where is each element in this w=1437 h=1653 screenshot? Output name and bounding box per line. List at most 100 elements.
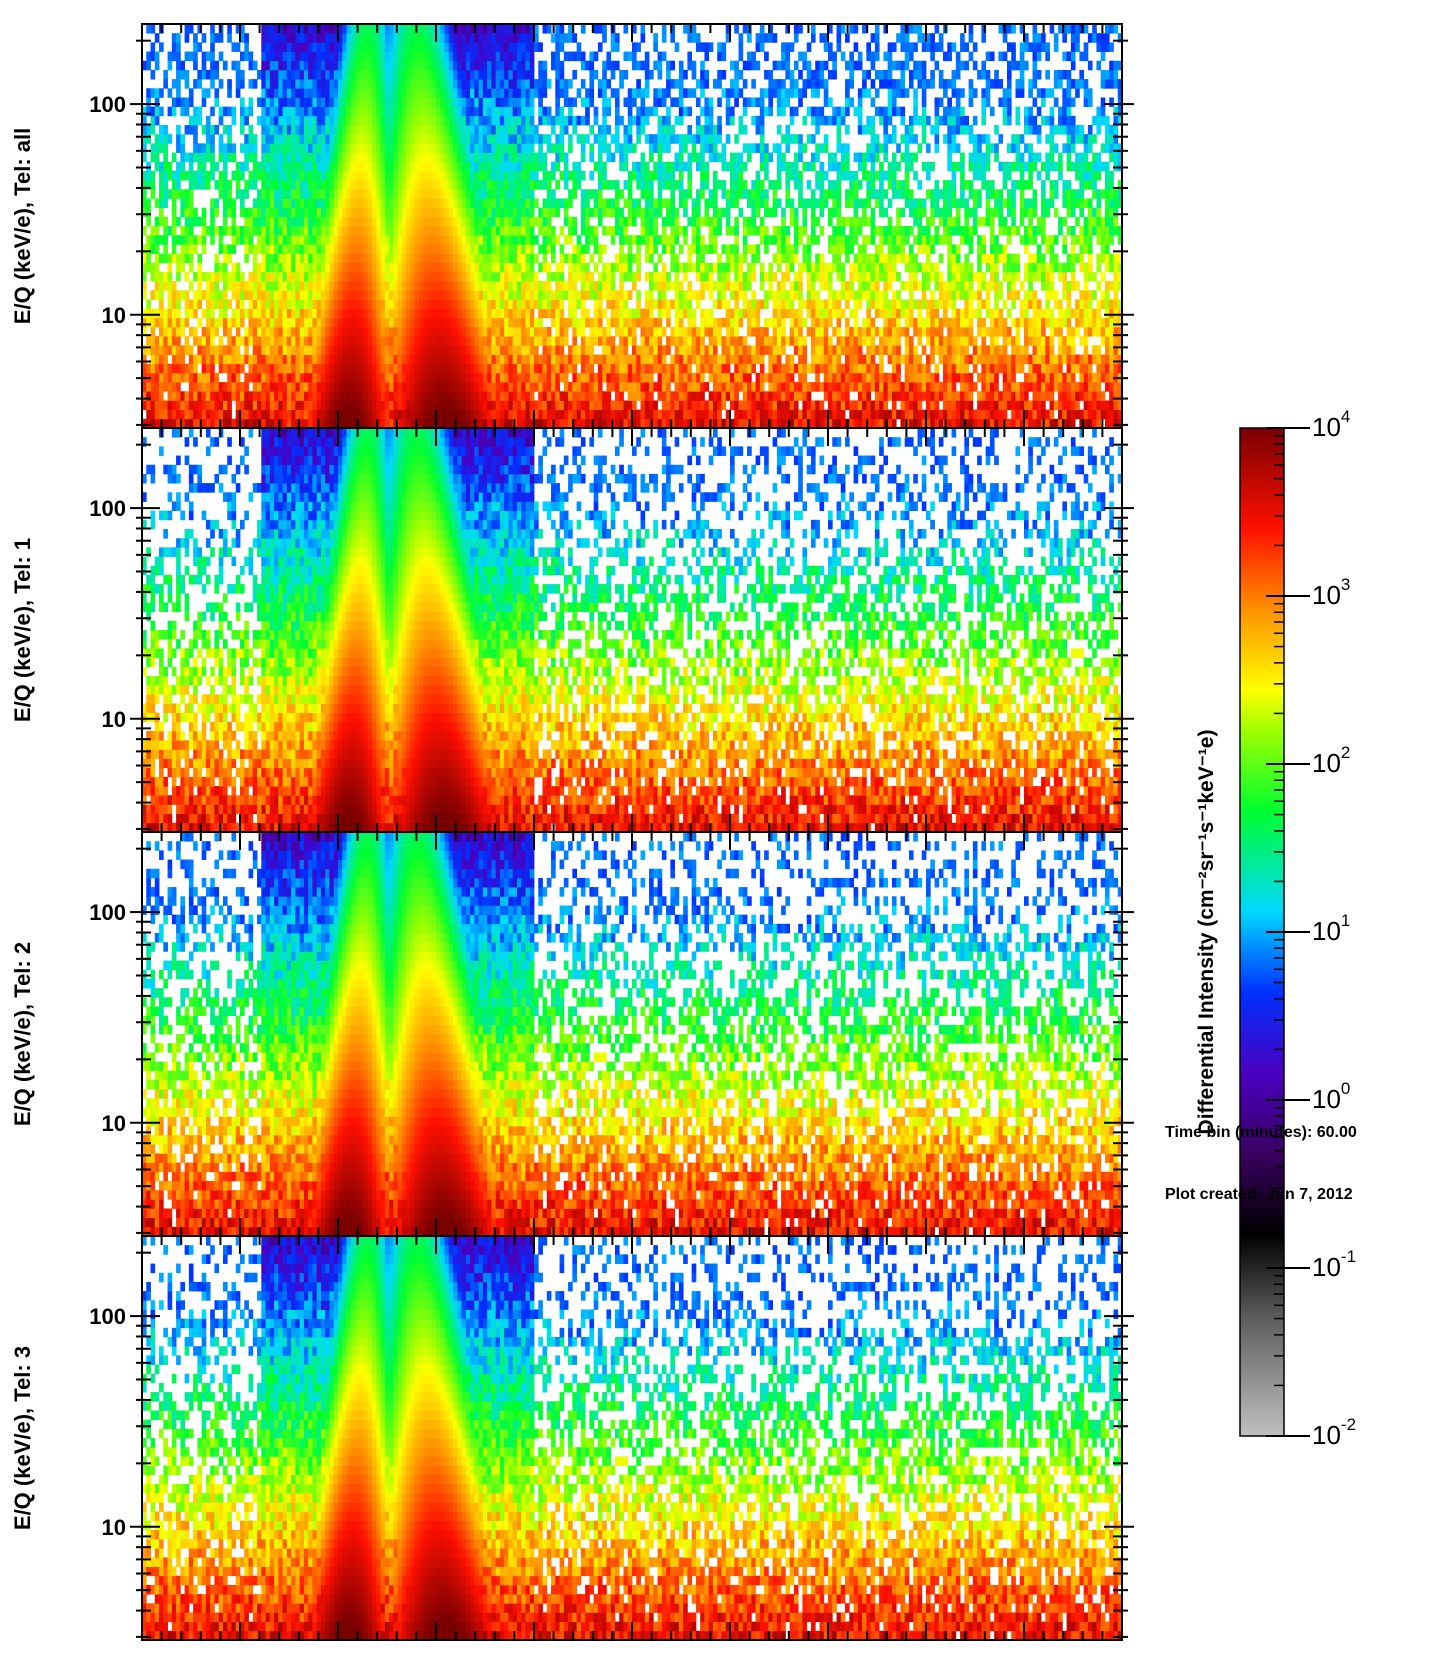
heatmap-cell (496, 373, 501, 383)
heatmap-cell (432, 327, 437, 337)
heatmap-cell (572, 162, 577, 172)
heatmap-cell (219, 263, 224, 273)
heatmap-cell (517, 52, 522, 62)
heatmap-cell (496, 79, 501, 89)
heatmap-cell (645, 355, 650, 365)
heatmap-cell (525, 391, 530, 401)
heatmap-cell (462, 189, 467, 199)
heatmap-cell (508, 97, 513, 107)
heatmap-cell (329, 162, 334, 172)
heatmap-cell (483, 244, 488, 254)
heatmap-cell (151, 373, 156, 383)
heatmap-cell (223, 345, 228, 355)
heatmap-cell (687, 189, 692, 199)
heatmap-cell (423, 254, 428, 264)
heatmap-cell (274, 24, 279, 34)
heatmap-cell (508, 254, 513, 264)
heatmap-cell (244, 153, 249, 163)
heatmap-cell (653, 143, 658, 153)
heatmap-cell (508, 272, 513, 282)
heatmap-cell (623, 419, 628, 429)
heatmap-cell (568, 290, 573, 300)
heatmap-cell (338, 143, 343, 153)
heatmap-cell (521, 336, 526, 346)
heatmap-cell (155, 198, 160, 208)
heatmap-cell (496, 189, 501, 199)
heatmap-cell (466, 189, 471, 199)
heatmap-cell (704, 345, 709, 355)
heatmap-cell (244, 226, 249, 236)
heatmap-cell (236, 345, 241, 355)
heatmap-cell (355, 217, 360, 227)
heatmap-cell (197, 272, 202, 282)
heatmap-cell (479, 33, 484, 43)
heatmap-cell (274, 290, 279, 300)
heatmap-cell (261, 355, 266, 365)
heatmap-cell (270, 290, 275, 300)
heatmap-cell (675, 281, 680, 291)
heatmap-cell (364, 198, 369, 208)
heatmap-cell (538, 42, 543, 52)
heatmap-cell (283, 79, 288, 89)
heatmap-cell (159, 180, 164, 190)
heatmap-cell (381, 61, 386, 71)
heatmap-cell (543, 79, 548, 89)
heatmap-cell (398, 226, 403, 236)
heatmap-cell (632, 235, 637, 245)
heatmap-cell (189, 171, 194, 181)
heatmap-cell (547, 171, 552, 181)
heatmap-cell (415, 116, 420, 126)
heatmap-cell (543, 254, 548, 264)
heatmap-cell (368, 254, 373, 264)
heatmap-cell (176, 189, 181, 199)
heatmap-cell (385, 24, 390, 34)
heatmap-cell (402, 336, 407, 346)
heatmap-cell (598, 382, 603, 392)
heatmap-cell (197, 281, 202, 291)
heatmap-cell (700, 107, 705, 117)
heatmap-cell (180, 364, 185, 374)
heatmap-cell (163, 345, 168, 355)
heatmap-cell (270, 162, 275, 172)
heatmap-cell (513, 107, 518, 117)
heatmap-cell (470, 88, 475, 98)
heatmap-cell (176, 410, 181, 420)
heatmap-cell (491, 290, 496, 300)
heatmap-cell (283, 336, 288, 346)
heatmap-cell (615, 290, 620, 300)
heatmap-cell (176, 97, 181, 107)
heatmap-cell (462, 107, 467, 117)
heatmap-cell (151, 171, 156, 181)
heatmap-cell (658, 116, 663, 126)
heatmap-cell (466, 244, 471, 254)
heatmap-cell (368, 336, 373, 346)
heatmap-cell (398, 189, 403, 199)
heatmap-cell (577, 373, 582, 383)
heatmap-cell (176, 336, 181, 346)
heatmap-cell (283, 244, 288, 254)
heatmap-cell (675, 309, 680, 319)
heatmap-cell (415, 244, 420, 254)
heatmap-cell (474, 263, 479, 273)
heatmap-cell (560, 116, 565, 126)
heatmap-cell (670, 244, 675, 254)
heatmap-cell (180, 373, 185, 383)
heatmap-cell (368, 419, 373, 429)
heatmap-cell (193, 299, 198, 309)
heatmap-cell (406, 290, 411, 300)
heatmap-cell (474, 107, 479, 117)
heatmap-cell (666, 419, 671, 429)
heatmap-cell (474, 290, 479, 300)
heatmap-cell (551, 400, 556, 410)
heatmap-cell (385, 33, 390, 43)
heatmap-cell (270, 153, 275, 163)
heatmap-cell (398, 263, 403, 273)
heatmap-cell (555, 143, 560, 153)
heatmap-cell (410, 116, 415, 126)
heatmap-cell (577, 299, 582, 309)
heatmap-cell (364, 189, 369, 199)
heatmap-cell (300, 198, 305, 208)
heatmap-cell (440, 263, 445, 273)
heatmap-cell (274, 171, 279, 181)
heatmap-cell (687, 88, 692, 98)
